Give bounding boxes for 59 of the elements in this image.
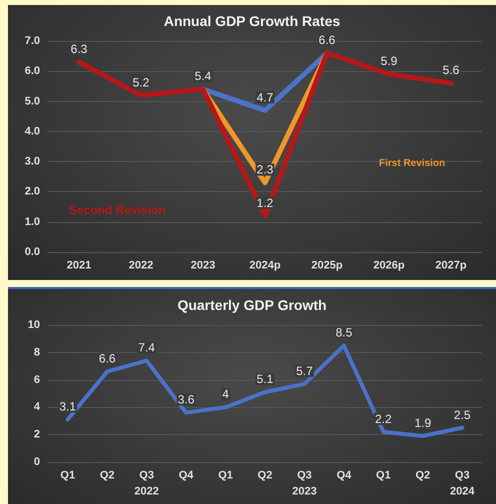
x-tick-label: Q4 [336,470,352,482]
x-tick-label: 2027p [435,260,467,272]
x-tick-label: 2023 [190,260,216,272]
data-label: 6.6 [318,33,336,48]
y-tick-label: 5.0 [24,95,40,108]
data-label: 5.1 [256,372,274,386]
data-label: 4 [222,387,230,402]
chart-title: Quarterly GDP Growth [177,297,327,313]
x-tick-label: Q3 [139,470,154,482]
x-tick-label: Q3 [297,470,312,482]
x-tick-label: Q1 [218,470,233,482]
data-label: 3.6 [178,392,195,407]
y-tick-label: 6 [34,374,40,386]
text: 2022 [134,486,159,498]
y-tick-label: 7.0 [24,35,40,47]
text: First Revision [379,158,446,170]
x-tick-label: 2024p [249,260,281,272]
data-label: 1.2 [256,196,274,210]
x-tick-label: Q2 [258,470,272,482]
data-label: 7.4 [138,340,156,355]
x-tick-label: 2021 [66,260,92,272]
y-tick-label: 0 [34,456,40,468]
x-tick-label: 2026p [373,260,405,272]
x-tick-label: Q1 [60,470,76,482]
y-tick-label: 6.0 [24,65,40,78]
y-tick-label: 0.0 [24,246,40,258]
x-tick-label: 2025p [311,260,343,272]
data-label: 5.4 [194,69,212,84]
text: Second Revision [69,202,166,217]
data-label: 6.3 [70,42,88,56]
x-tick-label: 2022 [128,260,154,272]
x-tick-label: Q2 [415,470,430,482]
x-tick-label: Q3 [454,470,470,482]
x-tick-label: Q1 [376,470,391,482]
chart-title: Annual GDP Growth Rates [164,13,340,29]
data-label: 5.9 [380,54,398,68]
data-label: 5.7 [296,364,314,378]
data-label: 6.6 [98,352,116,366]
x-tick-label: Q4 [178,470,194,482]
y-tick-label: 3.0 [24,156,40,168]
data-label: 1.9 [414,416,432,430]
text: 2024 [450,486,476,498]
data-label: 3.1 [59,400,76,414]
data-label: 4.7 [256,90,274,104]
data-label: 5.2 [132,75,150,90]
y-tick-label: 10 [28,319,40,331]
data-label: 2.2 [375,412,392,426]
data-label: 2.3 [256,162,274,177]
x-tick-label: Q2 [100,470,115,482]
y-tick-label: 2 [34,428,40,441]
y-tick-label: 8 [34,346,40,358]
data-label: 2.5 [454,408,471,422]
y-tick-label: 4 [34,401,41,414]
text: 2023 [292,486,317,498]
y-tick-label: 2.0 [24,186,40,198]
data-label: 8.5 [336,326,353,340]
y-tick-label: 4.0 [24,125,40,138]
y-tick-label: 1.0 [24,216,40,228]
data-label: 5.6 [442,63,460,78]
